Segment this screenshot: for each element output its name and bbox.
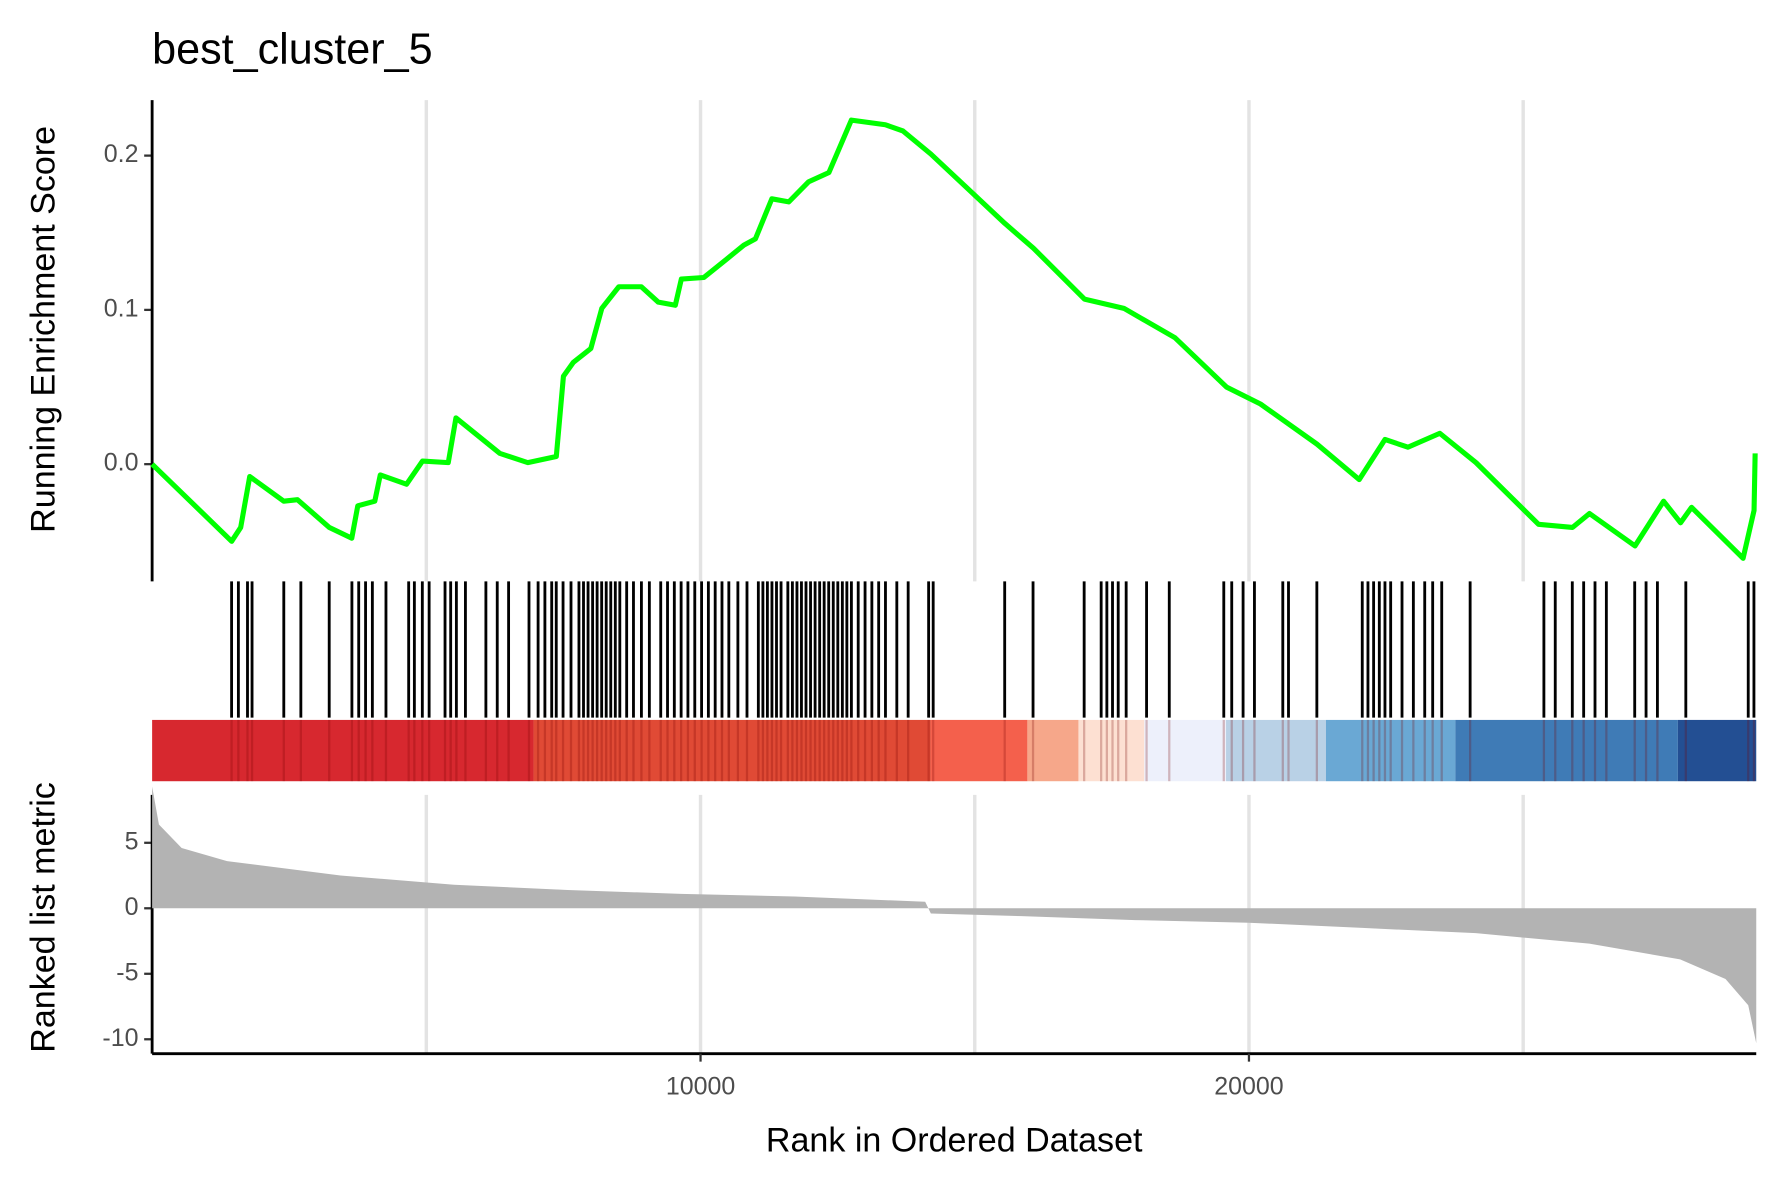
x-axis-title: Rank in Ordered Dataset: [766, 1121, 1143, 1159]
y-tick-label: 0: [125, 893, 139, 921]
color-bin: [1226, 719, 1326, 782]
y-tick-label: 0.0: [104, 449, 139, 477]
color-bin: [1455, 719, 1678, 782]
color-bin: [1325, 719, 1456, 782]
color-bin: [1027, 719, 1079, 782]
chart-title: best_cluster_5: [152, 26, 432, 74]
x-tick-label: 20000: [1214, 1072, 1283, 1100]
color-bin: [930, 719, 1028, 782]
color-bin: [1078, 719, 1145, 782]
y-tick-label: 0.2: [104, 140, 139, 168]
y-tick-label: -10: [102, 1024, 138, 1052]
y-tick-label: 0.1: [104, 294, 139, 322]
color-bin: [1144, 719, 1227, 782]
color-bin: [1677, 719, 1757, 782]
es-line: [150, 117, 1758, 561]
metric-area: [152, 786, 1757, 1044]
y-axis-title: Running Enrichment Score: [24, 126, 62, 533]
color-bin: [152, 719, 534, 782]
color-bin: [533, 719, 931, 782]
x-tick-label: 10000: [666, 1072, 735, 1100]
y-axis-title: Ranked list metric: [24, 782, 62, 1053]
y-tick-label: 5: [125, 827, 139, 855]
y-tick-label: -5: [116, 958, 138, 986]
